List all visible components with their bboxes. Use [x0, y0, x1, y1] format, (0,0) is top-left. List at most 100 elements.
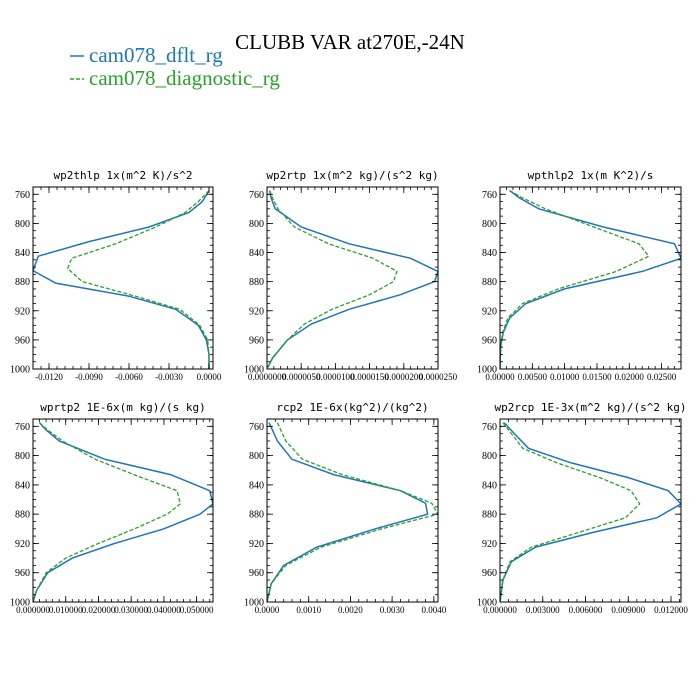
ytick-label: 1000 — [10, 598, 30, 609]
series-line-1-1 — [267, 190, 398, 368]
panel-frame-2 — [499, 186, 682, 370]
ytick-label: 1000 — [244, 365, 264, 376]
xtick-label: -0.0060 — [115, 372, 143, 382]
xtick-label: 0.010000 — [49, 605, 83, 615]
ytick-label: 840 — [482, 480, 497, 491]
xtick-label: 0.000000 — [16, 605, 50, 615]
xtick-label: 0.030000 — [114, 605, 148, 615]
ytick-label: 1000 — [477, 365, 497, 376]
figure-title: CLUBB VAR at270E,-24N — [235, 30, 465, 54]
ytick-label: 800 — [482, 451, 497, 462]
panel-1: wp2rtp 1x(m^2 kg)/(s^2 kg)760 800 840 880 92… — [244, 169, 458, 382]
ytick-label: 960 — [482, 335, 497, 346]
ytick-label: 760 — [482, 422, 497, 433]
xtick-label: 0.0000050 — [282, 372, 321, 382]
xtick-label: -0.0030 — [155, 372, 183, 382]
ytick-label: 840 — [482, 248, 497, 259]
xtick-label: -0.0120 — [35, 372, 63, 382]
ytick-label: 800 — [482, 219, 497, 230]
panel-2: wpthlp2 1x(m K^2)/s 760 800 840 880 920 960 100… — [477, 169, 682, 382]
xtick-label: 0.0040 — [421, 605, 446, 615]
ytick-label: 920 — [249, 539, 264, 550]
ytick-label: 1000 — [477, 598, 497, 609]
xtick-label: 0.012000 — [654, 605, 688, 615]
xtick-label: 0.0000100 — [316, 372, 355, 382]
panel-frame-4 — [266, 418, 439, 603]
xtick-label: 0.020000 — [82, 605, 116, 615]
ytick-label: 840 — [249, 248, 264, 259]
panel-title-0: wp2thlp 1x(m^2 K)/s^2 — [53, 169, 192, 182]
ytick-label: 920 — [482, 306, 497, 317]
panels: wp2thlp 1x(m^2 K)/s^2 760 800 840 880 920 960 1… — [10, 169, 688, 615]
ytick-label: 880 — [249, 510, 264, 521]
ytick-label: 880 — [15, 510, 30, 521]
xtick-label: 0.009000 — [611, 605, 645, 615]
ytick-label: 800 — [15, 219, 30, 230]
panel-title-1: wp2rtp 1x(m^2 kg)/(s^2 kg) — [266, 169, 438, 182]
panel-frame-0 — [32, 186, 214, 370]
ytick-label: 880 — [482, 277, 497, 288]
ytick-label: 920 — [482, 539, 497, 550]
ytick-label: 960 — [482, 568, 497, 579]
xtick-label: 0.00000 — [485, 372, 515, 382]
ytick-label: 760 — [15, 190, 30, 201]
ytick-label: 840 — [15, 248, 30, 259]
ytick-label: 880 — [482, 510, 497, 521]
ytick-label: 760 — [482, 190, 497, 201]
series-line-0-0 — [33, 190, 210, 369]
xtick-label: 0.02000 — [615, 372, 645, 382]
ytick-label: 920 — [15, 306, 30, 317]
ytick-label: 840 — [249, 480, 264, 491]
series-line-4-1 — [267, 422, 438, 602]
panel-title-3: wprtp2 1E-6x(m kg)/(s kg) — [40, 401, 206, 414]
ytick-label: 960 — [15, 568, 30, 579]
xtick-label: 0.0030 — [380, 605, 405, 615]
panel-title-4: rcp2 1E-6x(kg^2)/(kg^2) — [276, 401, 428, 414]
xtick-label: 0.003000 — [526, 605, 560, 615]
panel-frame-3 — [32, 418, 214, 603]
xtick-label: 0.0020 — [338, 605, 363, 615]
series-line-3-0 — [33, 422, 213, 602]
series-line-5-1 — [500, 422, 641, 602]
ytick-label: 760 — [249, 190, 264, 201]
xtick-label: 0.02500 — [647, 372, 677, 382]
ytick-label: 1000 — [10, 365, 30, 376]
xtick-label: 0.0000 — [255, 605, 280, 615]
xtick-label: -0.0090 — [75, 372, 103, 382]
ytick-label: 920 — [15, 539, 30, 550]
ytick-label: 800 — [15, 451, 30, 462]
ytick-label: 760 — [15, 422, 30, 433]
legend-label-0: cam078_dflt_rg — [89, 43, 223, 67]
xtick-label: 0.0000200 — [385, 372, 424, 382]
series-line-1-0 — [267, 190, 438, 368]
ytick-label: 1000 — [244, 598, 264, 609]
xtick-label: 0.00500 — [518, 372, 548, 382]
series-line-0-1 — [66, 190, 210, 369]
xtick-label: 0.01500 — [582, 372, 612, 382]
xtick-label: 0.000000 — [483, 605, 517, 615]
legend-label-1: cam078_diagnostic_rg — [89, 66, 280, 90]
ytick-label: 760 — [249, 422, 264, 433]
ytick-label: 880 — [15, 277, 30, 288]
xtick-label: 0.01000 — [550, 372, 580, 382]
panel-5: wp2rcp 1E-3x(m^2 kg)/(s^2 kg) 760 800 840 88… — [477, 401, 688, 615]
ytick-label: 960 — [15, 335, 30, 346]
xtick-label: 0.050000 — [180, 605, 214, 615]
panel-title-2: wpthlp2 1x(m K^2)/s — [528, 169, 654, 182]
panel-4: rcp2 1E-6x(kg^2)/(kg^2) 760 800 840 880 920 96… — [244, 401, 447, 615]
series-line-5-0 — [500, 422, 681, 602]
panel-frame-1 — [266, 186, 439, 370]
series-line-3-1 — [33, 422, 182, 602]
ytick-label: 800 — [249, 219, 264, 230]
xtick-label: 0.006000 — [569, 605, 603, 615]
series-line-4-0 — [267, 422, 429, 602]
ytick-label: 840 — [15, 480, 30, 491]
xtick-label: 0.0010 — [296, 605, 321, 615]
ytick-label: 960 — [249, 568, 264, 579]
xtick-label: 0.0000000 — [248, 372, 287, 382]
ytick-label: 920 — [249, 306, 264, 317]
ytick-label: 960 — [249, 335, 264, 346]
ytick-label: 800 — [249, 451, 264, 462]
